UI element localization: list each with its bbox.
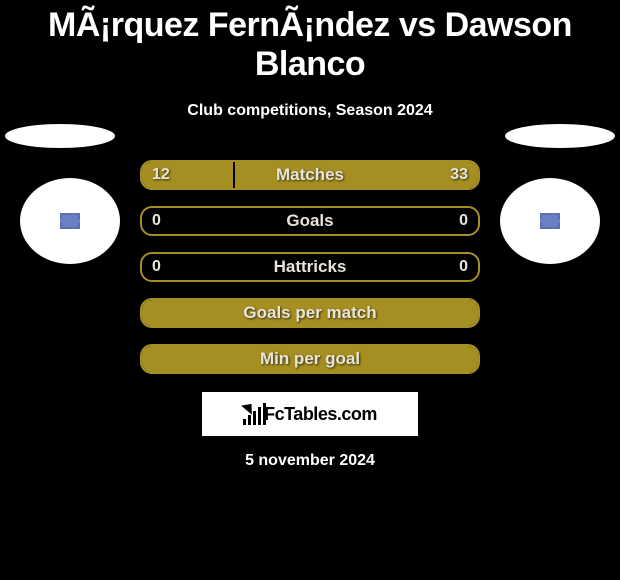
stat-row: Min per goal: [0, 344, 620, 374]
stat-bar-track: Goals0 0: [140, 206, 480, 236]
brand-box: FcTables.com: [202, 392, 418, 436]
brand-bar-segment: [253, 411, 256, 425]
brand-bar-segment: [243, 419, 246, 425]
player-right-crest-blank: [505, 124, 615, 148]
stat-row: Goals per match: [0, 298, 620, 328]
stat-bar-track: Min per goal: [140, 344, 480, 374]
player-left-crest-blank: [5, 124, 115, 148]
brand-bar-segment: [248, 415, 251, 425]
brand-bar-segment: [258, 407, 261, 425]
brand-text: FcTables.com: [264, 404, 377, 425]
page-title: MÃ¡rquez FernÃ¡ndez vs Dawson Blanco: [0, 0, 620, 84]
stat-bar-track: Hattricks0 0: [140, 252, 480, 282]
date-text: 5 november 2024: [0, 452, 620, 470]
subtitle: Club competitions, Season 2024: [0, 102, 620, 120]
stat-value-right: 0: [459, 258, 468, 276]
stat-value-left: 0: [152, 212, 161, 230]
stat-bar-fill-left: [142, 346, 478, 372]
stat-bar-track: Matches1233: [140, 160, 480, 190]
stat-bar-fill-right: [233, 162, 478, 188]
stat-label: Hattricks: [142, 257, 478, 277]
stat-row: Goals0 0: [0, 206, 620, 236]
stat-row: Matches1233: [0, 160, 620, 190]
stat-bar-fill-left: [142, 162, 233, 188]
stat-row: Hattricks0 0: [0, 252, 620, 282]
stat-value-left: 0: [152, 258, 161, 276]
stat-bar-track: Goals per match: [140, 298, 480, 328]
stat-bar-fill-left: [142, 300, 478, 326]
stat-label: Goals: [142, 211, 478, 231]
stat-value-right: 0: [459, 212, 468, 230]
